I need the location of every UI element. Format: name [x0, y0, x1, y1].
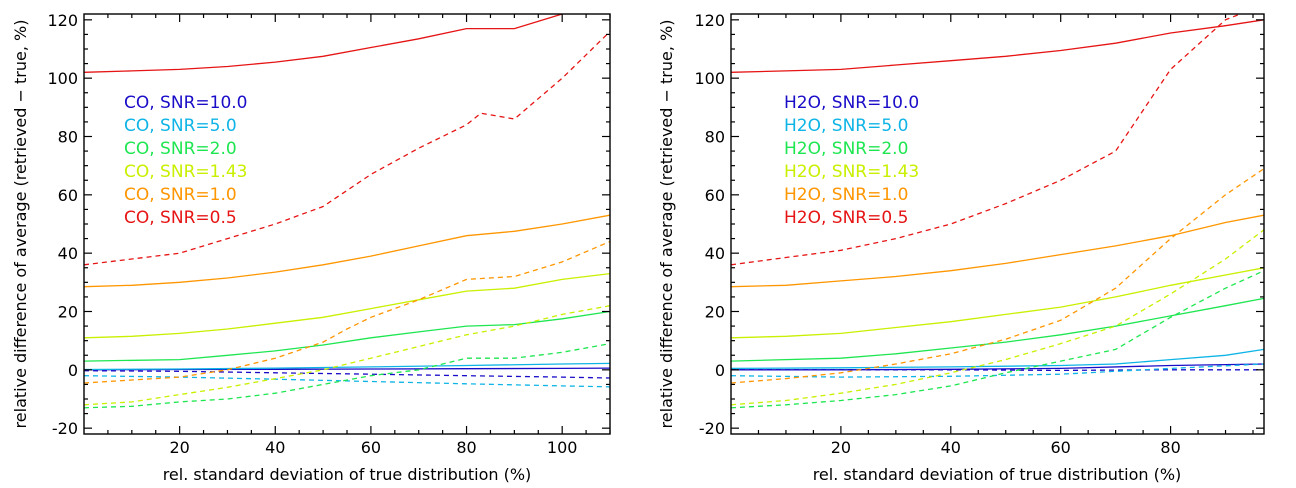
- series-line-solid-3: [731, 267, 1264, 339]
- y-tick-label: 100: [694, 69, 725, 88]
- y-tick-label: 80: [58, 128, 78, 147]
- y-tick-label: 20: [58, 303, 78, 322]
- y-tick-label: -20: [52, 419, 78, 438]
- series-line-solid-5: [731, 19, 1264, 73]
- legend-entry: H2O, SNR=2.0: [784, 139, 908, 159]
- series-line-solid-0: [731, 363, 1264, 371]
- series-line-dashed-0: [84, 370, 610, 379]
- legend-entry: CO, SNR=0.5: [124, 208, 237, 228]
- series-line-dashed-1: [84, 375, 610, 388]
- x-tick-label: 20: [169, 438, 189, 457]
- series-line-dashed-1: [731, 363, 1264, 378]
- x-tick-label: 80: [456, 438, 476, 457]
- y-tick-label: 40: [705, 244, 725, 263]
- y-tick-label: 0: [715, 361, 725, 380]
- x-axis-label: rel. standard deviation of true distribu…: [813, 465, 1182, 484]
- x-tick-label: 100: [547, 438, 578, 457]
- y-tick-label: 120: [47, 11, 78, 30]
- legend-entry: H2O, SNR=1.0: [784, 185, 908, 205]
- series-line-dashed-2: [84, 342, 610, 409]
- legend-entry: CO, SNR=2.0: [124, 139, 237, 159]
- series-line-dashed-2: [731, 270, 1264, 409]
- series-line-dashed-4: [731, 168, 1264, 384]
- legend-entry: CO, SNR=1.43: [124, 162, 247, 182]
- legend-entry: CO, SNR=5.0: [124, 116, 237, 136]
- series-line-solid-1: [731, 348, 1264, 370]
- series-line-dashed-3: [731, 229, 1264, 406]
- series-line-solid-3: [84, 272, 610, 339]
- series-line-dashed-5: [731, 14, 1242, 266]
- y-tick-label: 120: [694, 11, 725, 30]
- x-tick-label: 80: [1160, 438, 1180, 457]
- y-tick-label: 60: [705, 186, 725, 205]
- series-line-dashed-4: [84, 240, 610, 384]
- x-axis-label: rel. standard deviation of true distribu…: [163, 465, 532, 484]
- series-line-solid-2: [731, 297, 1264, 362]
- y-tick-label: -20: [699, 419, 725, 438]
- series-line-solid-4: [84, 214, 610, 288]
- legend-entry: H2O, SNR=0.5: [784, 208, 908, 228]
- series-line-dashed-3: [84, 305, 610, 406]
- x-tick-label: 60: [361, 438, 381, 457]
- y-tick-label: 80: [705, 128, 725, 147]
- y-tick-label: 20: [705, 303, 725, 322]
- y-tick-label: 60: [58, 186, 78, 205]
- y-axis-label: relative difference of average (retrieve…: [11, 20, 30, 429]
- series-line-solid-1: [84, 362, 610, 371]
- series-line-solid-4: [731, 214, 1264, 288]
- x-tick-label: 20: [831, 438, 851, 457]
- legend-entry: H2O, SNR=10.0: [784, 93, 919, 113]
- legend-entry: CO, SNR=1.0: [124, 185, 237, 205]
- chart-left: 20 40 60 80 100 -20 0 20 40 60 80 100 120 CO, SNR=10…: [11, 11, 611, 484]
- series-line-solid-2: [84, 310, 610, 362]
- legend-entry: H2O, SNR=5.0: [784, 116, 908, 136]
- y-axis-label: relative difference of average (retrieve…: [657, 20, 676, 429]
- legend-entry: H2O, SNR=1.43: [784, 162, 919, 182]
- x-tick-label: 40: [941, 438, 961, 457]
- y-tick-label: 0: [68, 361, 78, 380]
- y-tick-label: 40: [58, 244, 78, 263]
- chart-right: 20 40 60 80 -20 0 20 40 60 80 100 120 H2O, SNR=10.0…: [657, 11, 1265, 484]
- x-tick-label: 60: [1051, 438, 1071, 457]
- legend-entry: CO, SNR=10.0: [124, 93, 247, 113]
- y-tick-label: 100: [47, 69, 78, 88]
- series-line-solid-5: [84, 14, 568, 73]
- x-tick-label: 40: [265, 438, 285, 457]
